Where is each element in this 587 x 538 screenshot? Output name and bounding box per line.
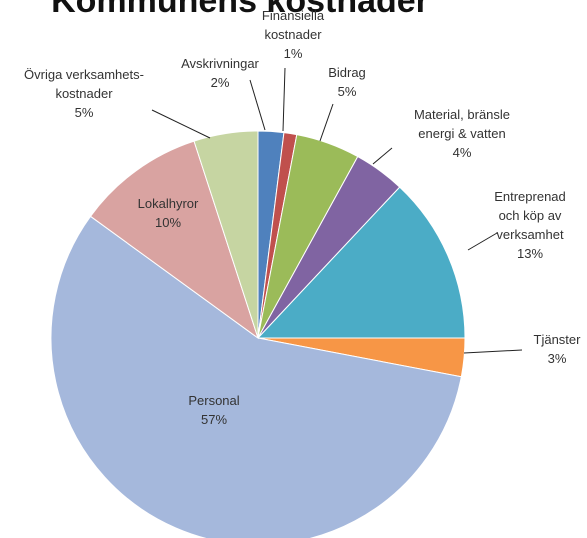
slice-label-line: och köp av	[499, 208, 562, 223]
slice-label-line: Personal	[188, 393, 239, 408]
value-label: 13%	[517, 246, 543, 261]
slice-label: Avskrivningar	[181, 56, 259, 71]
pie-slice	[256, 186, 466, 339]
pie-slice	[193, 130, 259, 339]
slice-label: Bidrag	[328, 65, 366, 80]
slice-label: Entreprenad och köp av verksamhet	[494, 189, 566, 242]
pie-slice	[89, 140, 259, 340]
slice-label: Tjänster	[534, 332, 582, 347]
slice-label: Finansiella kostnader	[262, 8, 325, 42]
value-label: 57%	[201, 412, 227, 427]
leader-line	[319, 103, 334, 142]
leader-line	[463, 349, 523, 354]
value-label: 3%	[548, 351, 567, 366]
slice-label-line: kostnader	[55, 86, 113, 101]
value-label: 4%	[453, 145, 472, 160]
value-label: 5%	[75, 105, 94, 120]
slice-label-line: Entreprenad	[494, 189, 566, 204]
slice-label-line: Lokalhyror	[138, 196, 199, 211]
slice-label-line: Övriga verksamhets-	[24, 67, 144, 82]
value-label: 2%	[211, 75, 230, 90]
slice-label: Övriga verksamhets-kostnader	[24, 67, 144, 101]
leader-line	[372, 147, 393, 165]
slice-label: Lokalhyror	[138, 196, 199, 211]
value-label: 5%	[338, 84, 357, 99]
slice-label-line: Bidrag	[328, 65, 366, 80]
value-label: 1%	[284, 46, 303, 61]
slice-label-line: Tjänster	[534, 332, 582, 347]
leader-line	[282, 67, 286, 132]
leader-line	[467, 232, 498, 251]
slice-label-line: Finansiella	[262, 8, 325, 23]
value-label: 10%	[155, 215, 181, 230]
slice-label-line: Avskrivningar	[181, 56, 259, 71]
slice-label: Material, bränsle energi & vatten	[414, 107, 510, 141]
slice-label-line: energi & vatten	[418, 126, 505, 141]
leader-line	[249, 79, 266, 131]
slice-label-line: verksamhet	[496, 227, 564, 242]
slice-label-line: kostnader	[264, 27, 322, 42]
pie-slice	[50, 215, 462, 538]
chart-title: Kommunens kostnader	[51, 0, 429, 20]
slice-label-line: Material, bränsle	[414, 107, 510, 122]
slice-label: Personal	[188, 393, 239, 408]
leader-line	[151, 109, 211, 139]
